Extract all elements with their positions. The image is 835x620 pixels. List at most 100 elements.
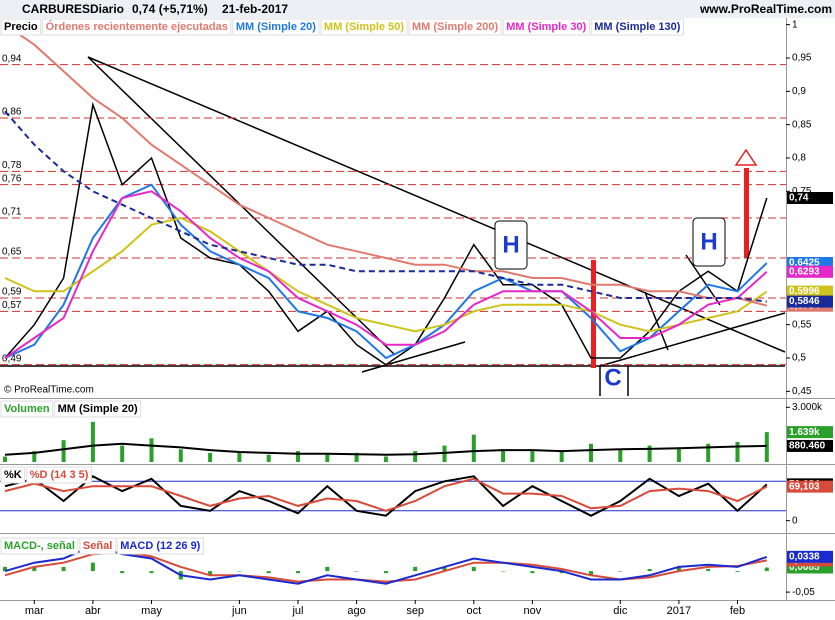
bar	[120, 445, 125, 462]
value-label: 1.639k	[789, 427, 820, 438]
legend-box	[26, 466, 92, 484]
value-label: 880.460	[789, 441, 826, 452]
x-tick-label: abr	[85, 605, 101, 617]
bar	[559, 451, 564, 462]
bar	[618, 571, 623, 572]
y-tick-label: 0,95	[792, 53, 812, 64]
bar	[90, 421, 95, 462]
y-tick-label: 0,8	[792, 153, 806, 164]
legend-box	[79, 537, 116, 555]
bar	[647, 568, 652, 572]
bar	[706, 568, 711, 572]
x-tick-label: jul	[291, 605, 303, 617]
y-tick-label: 0,45	[792, 386, 812, 397]
bar	[237, 452, 242, 462]
x-tick-label: oct	[466, 605, 481, 617]
change: 0,74 (+5,71%)	[132, 2, 208, 16]
signal-arrows	[591, 148, 758, 368]
pane-borders	[0, 18, 835, 601]
annotation-box	[692, 217, 726, 267]
value-label: 0,5846	[789, 296, 820, 307]
bar	[266, 454, 271, 462]
y-tick-label: 3.000k	[792, 402, 823, 413]
value-label-box	[787, 426, 833, 439]
value-label: 0,0338	[789, 551, 820, 562]
x-tick-label: 2017	[667, 605, 691, 617]
bar	[3, 456, 7, 462]
y-tick-label: -0,05	[792, 587, 815, 598]
bar	[471, 566, 476, 572]
legend-entry: MM (Simple 50)	[324, 21, 404, 33]
level-label: 0,49	[2, 353, 22, 364]
legend-box	[0, 18, 42, 36]
trend-lines	[0, 56, 786, 396]
annotation: H	[700, 228, 717, 255]
series-line	[4, 190, 768, 359]
series-line	[4, 110, 767, 303]
bar	[208, 452, 213, 462]
date: 21-feb-2017	[222, 2, 288, 16]
legend-box	[0, 466, 26, 484]
value-label: 0,0085	[789, 562, 820, 573]
bar	[325, 566, 330, 572]
value-label-box	[787, 265, 833, 278]
legend-entry: MM (Simple 20)	[58, 403, 138, 415]
legend-box	[502, 18, 590, 36]
legend-entry: Órdenes recientemente ejecutadas	[46, 20, 228, 33]
annotation-box	[494, 220, 528, 270]
x-tick-label: dic	[613, 605, 628, 617]
y-tick-label: 0	[792, 515, 798, 526]
bar	[61, 440, 66, 462]
value-label-box	[787, 550, 833, 563]
legend-entry: MM (Simple 130)	[594, 21, 681, 33]
value-label: 0,6293	[789, 266, 820, 277]
series-line	[4, 477, 768, 512]
legend-box	[0, 400, 54, 418]
bar	[208, 571, 213, 576]
bar	[413, 451, 418, 462]
header-bar	[0, 0, 835, 18]
y-tick-label: 0,75	[792, 186, 812, 197]
level-label: 0,59	[2, 287, 22, 298]
bar	[676, 566, 681, 572]
legend-entry: Volumen	[4, 403, 50, 415]
legend-entry: MM (Simple 30)	[506, 21, 586, 33]
bar	[764, 567, 769, 572]
x-tick-label: ago	[347, 605, 365, 617]
level-label: 0,76	[2, 173, 22, 184]
series-line	[4, 183, 768, 360]
bar	[3, 566, 7, 572]
period: Diario	[90, 2, 124, 16]
x-tick-label: mar	[25, 605, 44, 617]
bar	[735, 571, 740, 572]
value-label: 0,6425	[789, 258, 820, 269]
legend-entry: MM (Simple 200)	[412, 21, 499, 33]
series-line	[4, 23, 768, 307]
legend-box	[54, 400, 142, 418]
bar	[530, 571, 535, 574]
legend-box	[590, 18, 684, 36]
bar	[764, 432, 769, 462]
value-label: 0,5996	[789, 286, 820, 297]
series-line	[4, 442, 767, 456]
legend-entry: MACD (12 26 9)	[120, 540, 200, 552]
bar	[237, 571, 242, 572]
level-label: 0,86	[2, 107, 22, 118]
level-label: 0,65	[2, 247, 22, 258]
x-tick-label: nov	[524, 605, 542, 617]
x-tick-label: sep	[406, 605, 424, 617]
bar	[618, 449, 623, 462]
legend-box	[116, 537, 204, 555]
bar	[354, 571, 359, 572]
site: www.ProRealTime.com	[699, 2, 832, 16]
legend-box	[232, 18, 320, 36]
bar	[149, 571, 154, 574]
bar	[120, 571, 125, 574]
bar	[61, 566, 66, 572]
series-line	[4, 216, 768, 333]
value-label-box	[787, 295, 833, 308]
bar	[383, 456, 388, 462]
y-tick-label: 1	[792, 19, 798, 30]
legend-box	[0, 537, 79, 555]
